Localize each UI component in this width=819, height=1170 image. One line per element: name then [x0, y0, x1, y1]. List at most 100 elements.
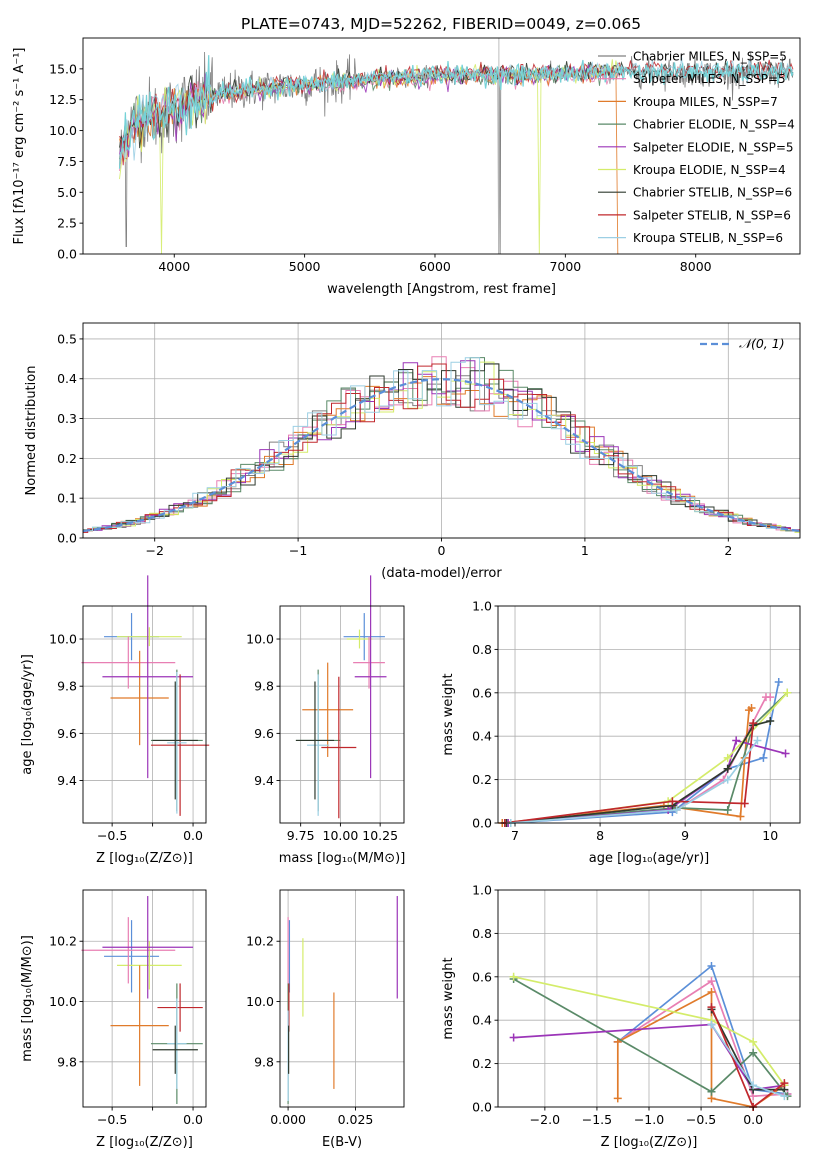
- weight-vs-age-xtick-label: 7: [511, 828, 519, 843]
- residuals-histograms: [83, 356, 800, 534]
- weight-marker: [707, 987, 716, 996]
- age-vs-Z-ytick-label: 9.8: [57, 679, 77, 694]
- residuals-xtick-label: −2: [145, 543, 163, 558]
- spectrum-ytick-label: 15.0: [49, 61, 77, 76]
- errorbar-point: [102, 896, 194, 999]
- residuals-marks: [83, 356, 800, 534]
- legend-label: Kroupa STELIB, N_SSP=6: [633, 231, 783, 245]
- weight-vs-age-ytick-label: 0.4: [472, 729, 492, 744]
- weight-vs-age-xtick-label: 9: [681, 828, 689, 843]
- weight-vs-Z-xtick-label: −1.5: [582, 1112, 612, 1127]
- errorbar-point: [346, 629, 373, 649]
- age-vs-Z-ytick-label: 9.4: [57, 773, 77, 788]
- weight-marker: [740, 799, 749, 808]
- weight-marker: [509, 972, 518, 981]
- weight-line: [504, 723, 755, 824]
- age-vs-Z-xtick-label: 0.0: [183, 828, 203, 843]
- errorbar-point: [321, 676, 357, 819]
- errorbar-point: [167, 672, 187, 814]
- errorbar-point: [302, 662, 354, 757]
- errorbar-point: [110, 965, 169, 1086]
- mass-vs-ebv-ytick-label: 9.8: [254, 1054, 274, 1069]
- weight-vs-Z-marks: [509, 961, 792, 1111]
- weight-marker: [749, 1048, 758, 1057]
- mass-vs-Z-ytick-label: 10.0: [49, 994, 77, 1009]
- residuals-xtick-label: 2: [724, 543, 732, 558]
- weight-marker: [759, 753, 768, 762]
- residuals-xtick-label: −1: [289, 543, 307, 558]
- mass-vs-Z-xlabel: Z [log₁₀(Z/Z⊙)]: [96, 1135, 193, 1150]
- errorbar-point: [167, 998, 187, 1089]
- weight-marker: [781, 749, 790, 758]
- weight-vs-age-ylabel: mass weight: [441, 673, 456, 755]
- weight-vs-Z-ytick-label: 0.8: [472, 926, 492, 941]
- legend-label: Chabrier MILES, N_SSP=5: [633, 50, 787, 64]
- errorbar-point: [152, 681, 198, 800]
- spectrum-axes: Chabrier MILES, N_SSP=5 Salpeter MILES, N…: [12, 37, 801, 297]
- spectrum-legend: Chabrier MILES, N_SSP=5 Salpeter MILES, N…: [598, 50, 795, 245]
- age-vs-Z-marks: [81, 575, 210, 816]
- age-vs-mass-ytick-label: 10.0: [246, 632, 274, 647]
- weight-line: [510, 739, 759, 824]
- weight-vs-Z-ytick-label: 0.4: [472, 1013, 492, 1028]
- weight-vs-age-xtick-label: 10: [762, 828, 778, 843]
- age-vs-mass-xtick-label: 9.75: [287, 828, 315, 843]
- age-vs-mass-marks: [295, 575, 387, 819]
- mass-vs-Z-spines: [82, 889, 207, 1108]
- mass-vs-ebv-spines: [279, 889, 405, 1108]
- age-vs-mass-ytick-label: 9.4: [254, 773, 274, 788]
- weight-marker: [672, 805, 681, 814]
- age-vs-mass-ytick-label: 9.6: [254, 726, 274, 741]
- legend-label: Kroupa ELODIE, N_SSP=4: [633, 163, 786, 177]
- histogram-step-line: [83, 363, 800, 533]
- residuals-ytick-label: 0.4: [57, 371, 77, 386]
- age-vs-mass-xtick-label: 10.00: [323, 828, 359, 843]
- age-vs-Z-xlabel: Z [log₁₀(Z/Z⊙)]: [96, 851, 193, 866]
- legend-label: Salpeter ELODIE, N_SSP=5: [633, 140, 794, 154]
- weight-vs-age-marks: [498, 677, 792, 827]
- weight-vs-Z-ylabel: mass weight: [441, 957, 456, 1039]
- age-vs-Z-xtick-label: −0.5: [97, 828, 127, 843]
- errorbar-point: [157, 983, 203, 1032]
- errorbar-point: [307, 674, 330, 816]
- weight-marker: [613, 1094, 622, 1103]
- histogram-step-line: [83, 357, 800, 532]
- spectrum-xlabel: wavelength [Angstrom, rest frame]: [327, 282, 556, 297]
- errorbar-point: [102, 575, 194, 779]
- weight-marker: [723, 805, 732, 814]
- weight-marker: [723, 764, 732, 773]
- weight-vs-age-ytick-label: 0.6: [472, 685, 492, 700]
- spectrum-lines: [118, 38, 794, 254]
- legend-label: Chabrier STELIB, N_SSP=6: [633, 186, 792, 200]
- weight-marker: [723, 753, 732, 762]
- age-vs-mass-frame: 9.75 10.00 10.25 9.4 9.6 9.8 10.0 mass [log₁₀(M…: [246, 605, 406, 866]
- spectrum-model-line: [118, 55, 794, 169]
- mass-vs-ebv-marks: [287, 896, 398, 1104]
- weight-vs-age-ytick-label: 0.8: [472, 642, 492, 657]
- spectrum-ylabel: Flux [fλ10⁻¹⁷ erg cm⁻² s⁻¹ A⁻¹]: [12, 48, 27, 245]
- weight-vs-age-xlabel: age [log₁₀(age/yr)]: [589, 851, 710, 866]
- legend-label: Chabrier ELODIE, N_SSP=4: [633, 118, 795, 132]
- age-vs-mass-spines: [279, 605, 405, 824]
- weight-line: [513, 978, 789, 1097]
- age-vs-Z-frame: −0.5 0.0 9.4 9.6 9.8 10.0 Z [log₁₀(Z/Z⊙)] age […: [20, 605, 207, 866]
- mass-vs-Z-xtick-label: 0.0: [183, 1112, 203, 1127]
- residuals-ylabel: Normed distribution: [24, 366, 39, 496]
- weight-marker: [747, 703, 756, 712]
- mass-vs-ebv-ytick-label: 10.2: [246, 934, 274, 949]
- histogram-step-line: [83, 363, 800, 534]
- weight-series: [707, 1020, 789, 1101]
- plots-layer: Chabrier MILES, N_SSP=5 Salpeter MILES, N…: [12, 37, 801, 1150]
- residuals-ytick-label: 0.2: [57, 451, 77, 466]
- weight-vs-Z-xtick-label: −1.0: [634, 1112, 664, 1127]
- age-vs-mass-xlabel: mass [log₁₀(M/M⊙)]: [279, 851, 406, 866]
- age-vs-Z-ytick-label: 9.6: [57, 726, 77, 741]
- weight-marker: [707, 961, 716, 970]
- errorbar-point: [354, 575, 387, 779]
- spectrum-xtick-label: 6000: [419, 259, 451, 274]
- mass-vs-Z-ylabel: mass [log₁₀(M/M⊙)]: [20, 935, 35, 1062]
- weight-vs-age-ytick-label: 0.2: [472, 772, 492, 787]
- age-vs-Z-ylabel: age [log₁₀(age/yr)]: [20, 654, 35, 775]
- spectrum-ytick-label: 7.5: [57, 154, 77, 169]
